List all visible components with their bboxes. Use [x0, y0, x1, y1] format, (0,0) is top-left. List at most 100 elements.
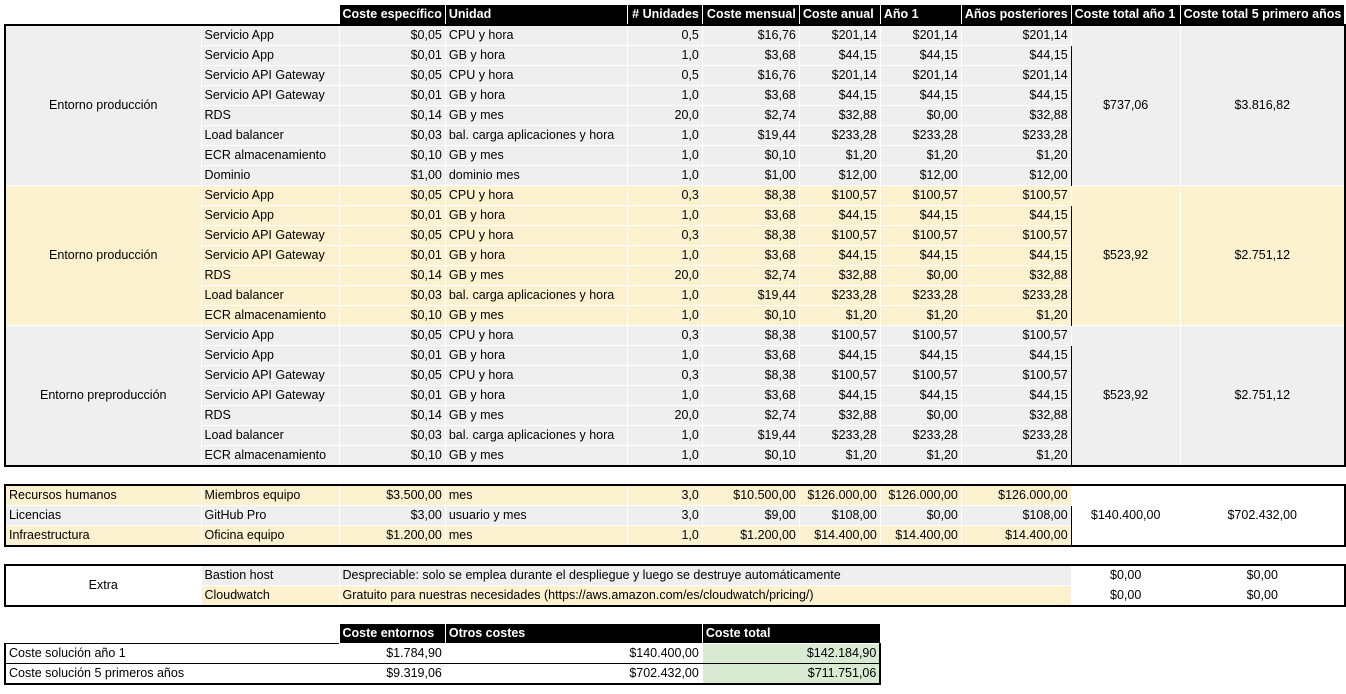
year1-cost[interactable]: $44,15 — [879, 205, 962, 226]
service-name[interactable]: Servicio App — [200, 205, 339, 226]
annual-cost[interactable]: $44,15 — [798, 85, 881, 106]
unit-cost[interactable]: $0,14 — [338, 405, 446, 426]
year1-cost[interactable]: $1,20 — [879, 305, 962, 326]
other-costs[interactable]: $702.432,00 — [444, 663, 703, 685]
monthly-cost[interactable]: $3,68 — [701, 205, 800, 226]
total-cost[interactable]: $711.751,06 — [701, 663, 882, 685]
cost-item[interactable]: Miembros equipo — [200, 484, 339, 506]
year1-cost[interactable]: $100,57 — [879, 325, 962, 346]
year1-cost[interactable]: $0,00 — [879, 105, 962, 126]
year1-cost[interactable]: $44,15 — [879, 245, 962, 266]
unit[interactable]: dominio mes — [444, 165, 628, 186]
units[interactable]: 1,0 — [627, 285, 703, 306]
unit-cost[interactable]: $0,01 — [338, 245, 446, 266]
cost-category[interactable]: Infraestructura — [4, 525, 201, 547]
annual-cost[interactable]: $100,57 — [798, 225, 881, 246]
unit-cost[interactable]: $0,01 — [338, 45, 446, 66]
unit[interactable]: GB y hora — [444, 245, 628, 266]
unit-cost[interactable]: $0,10 — [338, 445, 446, 467]
unit[interactable]: CPU y hora — [444, 185, 628, 206]
cost-category[interactable]: Recursos humanos — [4, 484, 201, 506]
total-5-years[interactable]: $2.751,12 — [1179, 185, 1346, 326]
monthly-cost[interactable]: $1.200,00 — [701, 525, 800, 547]
units[interactable]: 1,0 — [627, 425, 703, 446]
unit-cost[interactable]: $0,01 — [338, 205, 446, 226]
year1-cost[interactable]: $100,57 — [879, 365, 962, 386]
monthly-cost[interactable]: $10.500,00 — [701, 484, 800, 506]
later-years-cost[interactable]: $233,28 — [960, 425, 1072, 446]
unit[interactable]: bal. carga aplicaciones y hora — [444, 125, 628, 146]
unit-cost[interactable]: $1,00 — [338, 165, 446, 186]
units[interactable]: 1,0 — [627, 525, 703, 547]
service-name[interactable]: Servicio App — [200, 24, 339, 46]
year1-cost[interactable]: $44,15 — [879, 85, 962, 106]
unit[interactable]: GB y mes — [444, 305, 628, 326]
monthly-cost[interactable]: $9,00 — [701, 505, 800, 526]
year1-cost[interactable]: $44,15 — [879, 45, 962, 66]
annual-cost[interactable]: $100,57 — [798, 365, 881, 386]
header-cell[interactable]: Coste anual — [799, 4, 881, 25]
service-name[interactable]: Servicio App — [200, 325, 339, 346]
later-years-cost[interactable]: $1,20 — [960, 305, 1072, 326]
extra-item[interactable]: Cloudwatch — [200, 585, 339, 607]
year1-cost[interactable]: $201,14 — [879, 65, 962, 86]
year1-cost[interactable]: $201,14 — [879, 24, 962, 46]
service-name[interactable]: Servicio API Gateway — [200, 65, 339, 86]
unit-cost[interactable]: $0,05 — [338, 185, 446, 206]
monthly-cost[interactable]: $19,44 — [701, 425, 800, 446]
units[interactable]: 0,3 — [627, 325, 703, 346]
monthly-cost[interactable]: $2,74 — [701, 405, 800, 426]
later-years-cost[interactable]: $32,88 — [960, 105, 1072, 126]
monthly-cost[interactable]: $3,68 — [701, 345, 800, 366]
later-years-cost[interactable]: $44,15 — [960, 345, 1072, 366]
later-years-cost[interactable]: $1,20 — [960, 145, 1072, 166]
cost-item[interactable]: Oficina equipo — [200, 525, 339, 547]
year1-cost[interactable]: $0,00 — [879, 405, 962, 426]
monthly-cost[interactable]: $3,68 — [701, 385, 800, 406]
annual-cost[interactable]: $44,15 — [798, 345, 881, 366]
monthly-cost[interactable]: $0,10 — [701, 305, 800, 326]
unit[interactable]: bal. carga aplicaciones y hora — [444, 425, 628, 446]
year1-cost[interactable]: $12,00 — [879, 165, 962, 186]
unit[interactable]: CPU y hora — [444, 65, 628, 86]
units[interactable]: 0,3 — [627, 185, 703, 206]
service-name[interactable]: Servicio API Gateway — [200, 385, 339, 406]
total-year1[interactable]: $0,00 — [1070, 564, 1181, 586]
total-year1[interactable]: $0,00 — [1070, 585, 1181, 607]
annual-cost[interactable]: $14.400,00 — [798, 525, 881, 547]
unit[interactable]: GB y hora — [444, 385, 628, 406]
unit[interactable]: GB y hora — [444, 345, 628, 366]
later-years-cost[interactable]: $12,00 — [960, 165, 1072, 186]
units[interactable]: 20,0 — [627, 105, 703, 126]
monthly-cost[interactable]: $19,44 — [701, 285, 800, 306]
units[interactable]: 1,0 — [627, 385, 703, 406]
service-name[interactable]: Servicio App — [200, 185, 339, 206]
monthly-cost[interactable]: $19,44 — [701, 125, 800, 146]
unit-cost[interactable]: $0,10 — [338, 305, 446, 326]
later-years-cost[interactable]: $100,57 — [960, 365, 1072, 386]
year1-cost[interactable]: $126.000,00 — [879, 484, 962, 506]
total-year1[interactable]: $140.400,00 — [1070, 484, 1181, 547]
unit[interactable]: CPU y hora — [444, 365, 628, 386]
unit-cost[interactable]: $0,10 — [338, 145, 446, 166]
year1-cost[interactable]: $233,28 — [879, 125, 962, 146]
extra-note[interactable]: Gratuito para nuestras necesidades (http… — [338, 585, 1072, 607]
later-years-cost[interactable]: $32,88 — [960, 405, 1072, 426]
service-name[interactable]: ECR almacenamiento — [200, 445, 339, 467]
env-group-label[interactable]: Entorno producción — [4, 24, 201, 186]
unit[interactable]: GB y mes — [444, 265, 628, 286]
units[interactable]: 0,3 — [627, 365, 703, 386]
annual-cost[interactable]: $201,14 — [798, 24, 881, 46]
year1-cost[interactable]: $0,00 — [879, 265, 962, 286]
other-costs[interactable]: $140.400,00 — [444, 642, 703, 664]
monthly-cost[interactable]: $3,68 — [701, 45, 800, 66]
service-name[interactable]: ECR almacenamiento — [200, 305, 339, 326]
unit-cost[interactable]: $0,03 — [338, 125, 446, 146]
units[interactable]: 0,5 — [627, 24, 703, 46]
header-cell[interactable]: Coste específico — [339, 4, 446, 25]
units[interactable]: 0,3 — [627, 225, 703, 246]
unit-cost[interactable]: $0,14 — [338, 105, 446, 126]
service-name[interactable]: Load balancer — [200, 125, 339, 146]
annual-cost[interactable]: $44,15 — [798, 45, 881, 66]
units[interactable]: 3,0 — [627, 484, 703, 506]
